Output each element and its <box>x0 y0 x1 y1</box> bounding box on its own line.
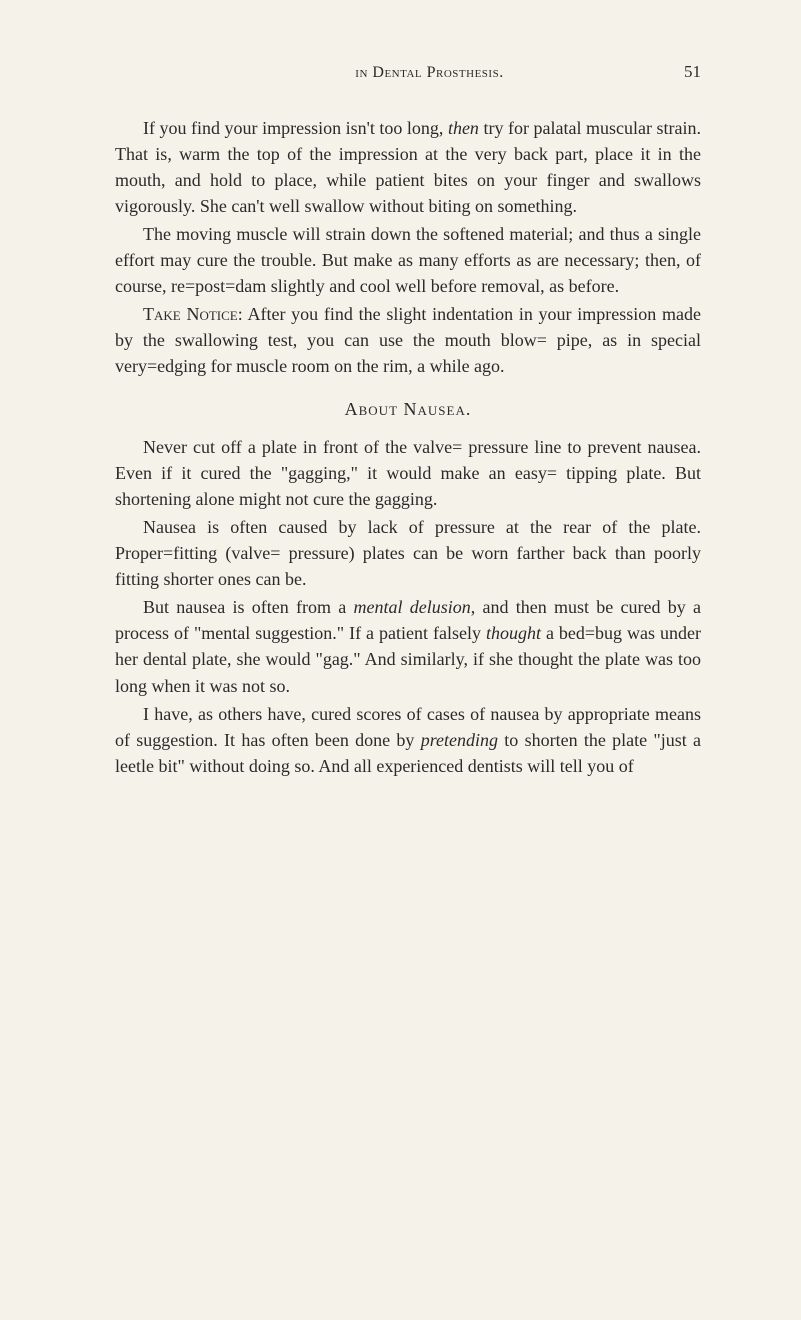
paragraph-7: I have, as others have, cured scores of … <box>115 701 701 779</box>
paragraph-2: The moving muscle will strain down the s… <box>115 221 701 299</box>
page-number: 51 <box>684 60 701 85</box>
body-text: If you find your impression isn't too lo… <box>115 115 701 779</box>
running-title: in Dental Prosthesis. <box>175 61 684 84</box>
page-header: in Dental Prosthesis. 51 <box>115 60 701 85</box>
paragraph-5: Nausea is often caused by lack of pressu… <box>115 514 701 592</box>
paragraph-1: If you find your impression isn't too lo… <box>115 115 701 219</box>
p7-italic-1: pretending <box>421 730 498 750</box>
page-container: in Dental Prosthesis. 51 If you find you… <box>0 0 801 841</box>
section-heading-nausea: About Nausea. <box>115 396 701 422</box>
p6-italic-1: mental delusion <box>354 597 471 617</box>
p6-italic-2: thought <box>486 623 541 643</box>
paragraph-3: Take Notice: After you find the slight i… <box>115 301 701 379</box>
paragraph-6: But nausea is often from a mental delusi… <box>115 594 701 698</box>
lead-phrase: Take Notice: <box>143 304 243 324</box>
paragraph-4: Never cut off a plate in front of the va… <box>115 434 701 512</box>
p6-a: But nausea is often from a <box>143 597 354 617</box>
